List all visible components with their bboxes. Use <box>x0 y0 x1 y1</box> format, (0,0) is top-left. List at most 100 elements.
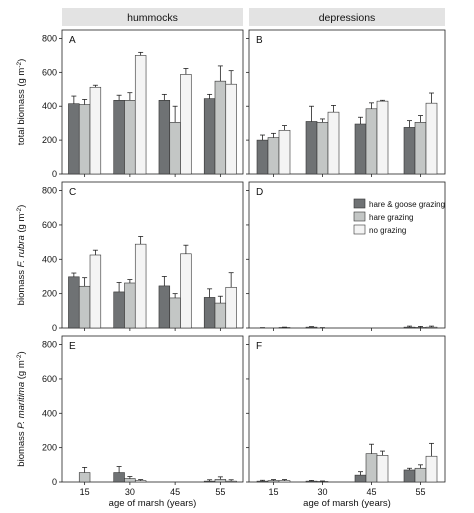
panel-frame <box>248 335 446 483</box>
y-tick-label: 400 <box>42 101 57 111</box>
panel-letter: C <box>69 187 76 198</box>
y-axis-title: biomass P. maritima (g m-2) <box>16 351 28 466</box>
bar <box>68 276 80 329</box>
panels-layer: 0 200 400 600 800 A B 0 200 400 600 800 C D 0 200 400 600… <box>42 29 446 497</box>
panel-frame <box>248 29 446 175</box>
bar <box>354 123 367 175</box>
bar <box>354 474 367 483</box>
bar <box>124 100 136 175</box>
bar <box>180 253 192 329</box>
y-tick-label: 0 <box>52 169 57 179</box>
bar <box>414 467 427 483</box>
y-tick-label: 800 <box>42 186 57 196</box>
y-tick-label: 200 <box>42 289 57 299</box>
x-tick-label: 30 <box>317 487 327 497</box>
panel-letter: E <box>69 341 76 352</box>
panel-letter: F <box>256 341 262 352</box>
bar <box>316 481 329 483</box>
bar <box>403 469 416 483</box>
legend-swatch <box>353 224 366 235</box>
panel-B: B <box>246 29 446 177</box>
bar <box>113 100 125 175</box>
bar <box>267 137 280 175</box>
x-tick-label: 30 <box>125 487 135 497</box>
x-tick-label: 15 <box>80 487 90 497</box>
panel-D: D <box>246 181 446 331</box>
y-tick-label: 800 <box>42 33 57 43</box>
bar <box>305 121 318 175</box>
x-tick-label: 55 <box>215 487 225 497</box>
panel-letter: D <box>256 187 263 198</box>
x-axis-title-right: age of marsh (years) <box>303 498 391 509</box>
panel-C: 0 200 400 600 800 C <box>42 181 244 333</box>
bar <box>124 282 136 329</box>
bar <box>267 480 280 483</box>
bar <box>89 254 102 329</box>
bar <box>376 455 389 483</box>
y-tick-label: 800 <box>42 340 57 350</box>
panel-frame <box>248 181 446 329</box>
bar <box>425 326 438 329</box>
y-tick-label: 600 <box>42 220 57 230</box>
bar <box>158 285 171 329</box>
y-tick-label: 600 <box>42 374 57 384</box>
panel-F: F 15 30 45 55 <box>246 335 446 497</box>
x-axis-title-left: age of marsh (years) <box>109 498 197 509</box>
legend-label: no grazing <box>369 226 406 235</box>
bar <box>365 453 378 483</box>
bar <box>414 122 427 175</box>
bar <box>134 243 147 329</box>
y-tick-label: 200 <box>42 443 57 453</box>
panel-frame <box>61 335 244 483</box>
strip-layer: hummocks depressions <box>62 8 445 26</box>
y-tick-label: 400 <box>42 408 57 418</box>
bar <box>327 111 340 175</box>
bar <box>214 302 227 329</box>
y-tick-label: 400 <box>42 254 57 264</box>
bar <box>403 326 416 329</box>
bar <box>278 480 291 483</box>
legend-swatch <box>353 198 366 209</box>
legend-label: hare & goose grazing <box>369 200 445 209</box>
strip-depressions <box>249 8 445 26</box>
panel-frame <box>61 29 244 175</box>
bar <box>414 327 427 329</box>
bar <box>225 286 237 329</box>
y-tick-label: 600 <box>42 67 57 77</box>
bar <box>214 80 227 175</box>
y-axis-title: biomass F. rubra (g m-2) <box>16 205 28 306</box>
bar <box>203 297 216 329</box>
panel-letter: B <box>256 35 263 46</box>
bar <box>89 86 102 175</box>
bar <box>169 122 181 175</box>
bar <box>305 480 318 483</box>
panel-A: 0 200 400 600 800 A <box>42 29 244 179</box>
bar <box>113 472 125 483</box>
bar <box>78 104 91 175</box>
bar <box>305 326 318 329</box>
y-tick-label: 0 <box>52 477 57 487</box>
bar <box>113 291 125 329</box>
panel-E: 0 200 400 600 800 E 15 30 45 55 <box>42 335 244 497</box>
strip-label: depressions <box>319 12 376 24</box>
y-tick-label: 0 <box>52 323 57 333</box>
x-tick-label: 45 <box>366 487 376 497</box>
bar <box>256 139 269 175</box>
bar <box>124 478 136 483</box>
bar <box>134 480 147 483</box>
bar <box>403 127 416 175</box>
y-axis-title: total biomass (g m-2) <box>16 59 28 146</box>
bar <box>68 103 80 175</box>
bar <box>225 83 237 175</box>
bar <box>365 108 378 175</box>
bar <box>316 122 329 175</box>
legend-swatch <box>353 211 366 222</box>
y-tick-label: 200 <box>42 135 57 145</box>
bar <box>158 100 171 175</box>
bar <box>134 55 147 175</box>
ylabels-layer: total biomass (g m-2) biomass F. rubra (g… <box>16 59 28 467</box>
panel-letter: A <box>69 35 76 46</box>
bar <box>203 480 216 483</box>
bar <box>214 479 227 483</box>
